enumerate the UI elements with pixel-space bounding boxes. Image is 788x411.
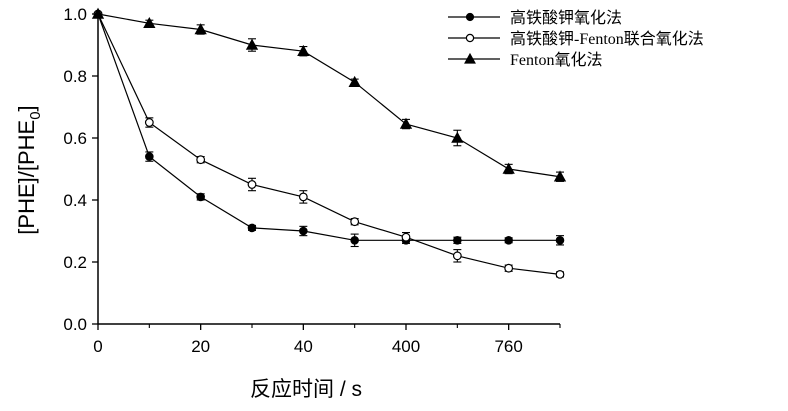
data-point-filled-triangle bbox=[348, 75, 361, 87]
data-point-filled-triangle bbox=[91, 7, 105, 19]
series-line bbox=[97, 13, 561, 178]
y-axis-label: [PHE]/[PHE0] bbox=[14, 105, 44, 234]
data-point-filled-circle bbox=[555, 236, 565, 245]
plot-area bbox=[91, 7, 567, 279]
data-point-open-circle bbox=[465, 33, 475, 43]
data-point-filled-triangle bbox=[143, 16, 156, 29]
data-point-filled-triangle bbox=[502, 162, 515, 174]
y-axis-label-subscript: 0 bbox=[27, 111, 44, 119]
legend-label: Fenton氧化法 bbox=[510, 51, 602, 69]
data-point-filled-circle bbox=[247, 223, 257, 233]
legend-entry-3: Fenton氧化法 bbox=[448, 51, 602, 69]
data-point-filled-triangle bbox=[194, 23, 207, 35]
data-point-filled-circle bbox=[196, 192, 205, 202]
x-tick-label: 760 bbox=[494, 337, 522, 356]
data-point-open-circle bbox=[401, 232, 411, 242]
series-3 bbox=[91, 7, 567, 182]
data-point-open-circle bbox=[555, 270, 565, 279]
data-point-filled-circle bbox=[299, 226, 308, 236]
data-point-filled-triangle bbox=[297, 44, 310, 56]
y-tick-label: 0.0 bbox=[63, 315, 87, 334]
y-tick-label: 0.8 bbox=[63, 67, 87, 86]
y-tick-label: 0.4 bbox=[63, 191, 87, 210]
series-line bbox=[97, 13, 560, 241]
legend-label: 高铁酸钾-Fenton联合氧化法 bbox=[510, 30, 704, 48]
data-point-open-circle bbox=[452, 251, 462, 261]
data-point-filled-triangle bbox=[553, 170, 567, 182]
y-axis-label-tail: ] bbox=[14, 105, 39, 111]
y-tick-label: 0.2 bbox=[63, 253, 87, 272]
data-point-filled-triangle bbox=[464, 52, 476, 64]
series-2 bbox=[93, 9, 565, 279]
data-point-filled-circle bbox=[145, 152, 154, 161]
data-point-filled-circle bbox=[453, 236, 462, 245]
data-point-open-circle bbox=[298, 192, 308, 202]
data-point-open-circle bbox=[504, 263, 514, 273]
data-point-filled-circle bbox=[465, 12, 475, 22]
y-tick-label: 1.0 bbox=[63, 5, 87, 24]
y-tick-label: 0.6 bbox=[63, 129, 87, 148]
data-point-open-circle bbox=[350, 217, 360, 227]
data-point-filled-triangle bbox=[245, 38, 259, 50]
data-point-open-circle bbox=[247, 180, 257, 189]
legend-label: 高铁酸钾氧化法 bbox=[510, 9, 622, 27]
data-point-open-circle bbox=[144, 118, 154, 127]
legend-entry-2: 高铁酸钾-Fenton联合氧化法 bbox=[448, 30, 704, 48]
data-point-filled-triangle bbox=[399, 117, 413, 129]
x-tick-label: 40 bbox=[294, 337, 313, 356]
data-point-filled-circle bbox=[350, 236, 359, 245]
data-point-filled-triangle bbox=[451, 131, 464, 143]
data-point-open-circle bbox=[196, 155, 206, 165]
legend-entry-1: 高铁酸钾氧化法 bbox=[448, 9, 622, 27]
x-tick-label: 400 bbox=[392, 337, 420, 356]
x-axis-label: 反应时间 / s bbox=[250, 378, 362, 401]
series-line bbox=[97, 13, 561, 275]
axes: 0.0 0.2 0.4 0.6 0.8 1.0 0 20 40 400 760 bbox=[63, 5, 561, 356]
data-point-filled-circle bbox=[504, 236, 513, 245]
x-tick-label: 20 bbox=[191, 337, 210, 356]
x-tick-label: 0 bbox=[93, 337, 102, 356]
series-1 bbox=[93, 9, 565, 248]
y-axis-label-main: [PHE]/[PHE bbox=[14, 120, 39, 235]
